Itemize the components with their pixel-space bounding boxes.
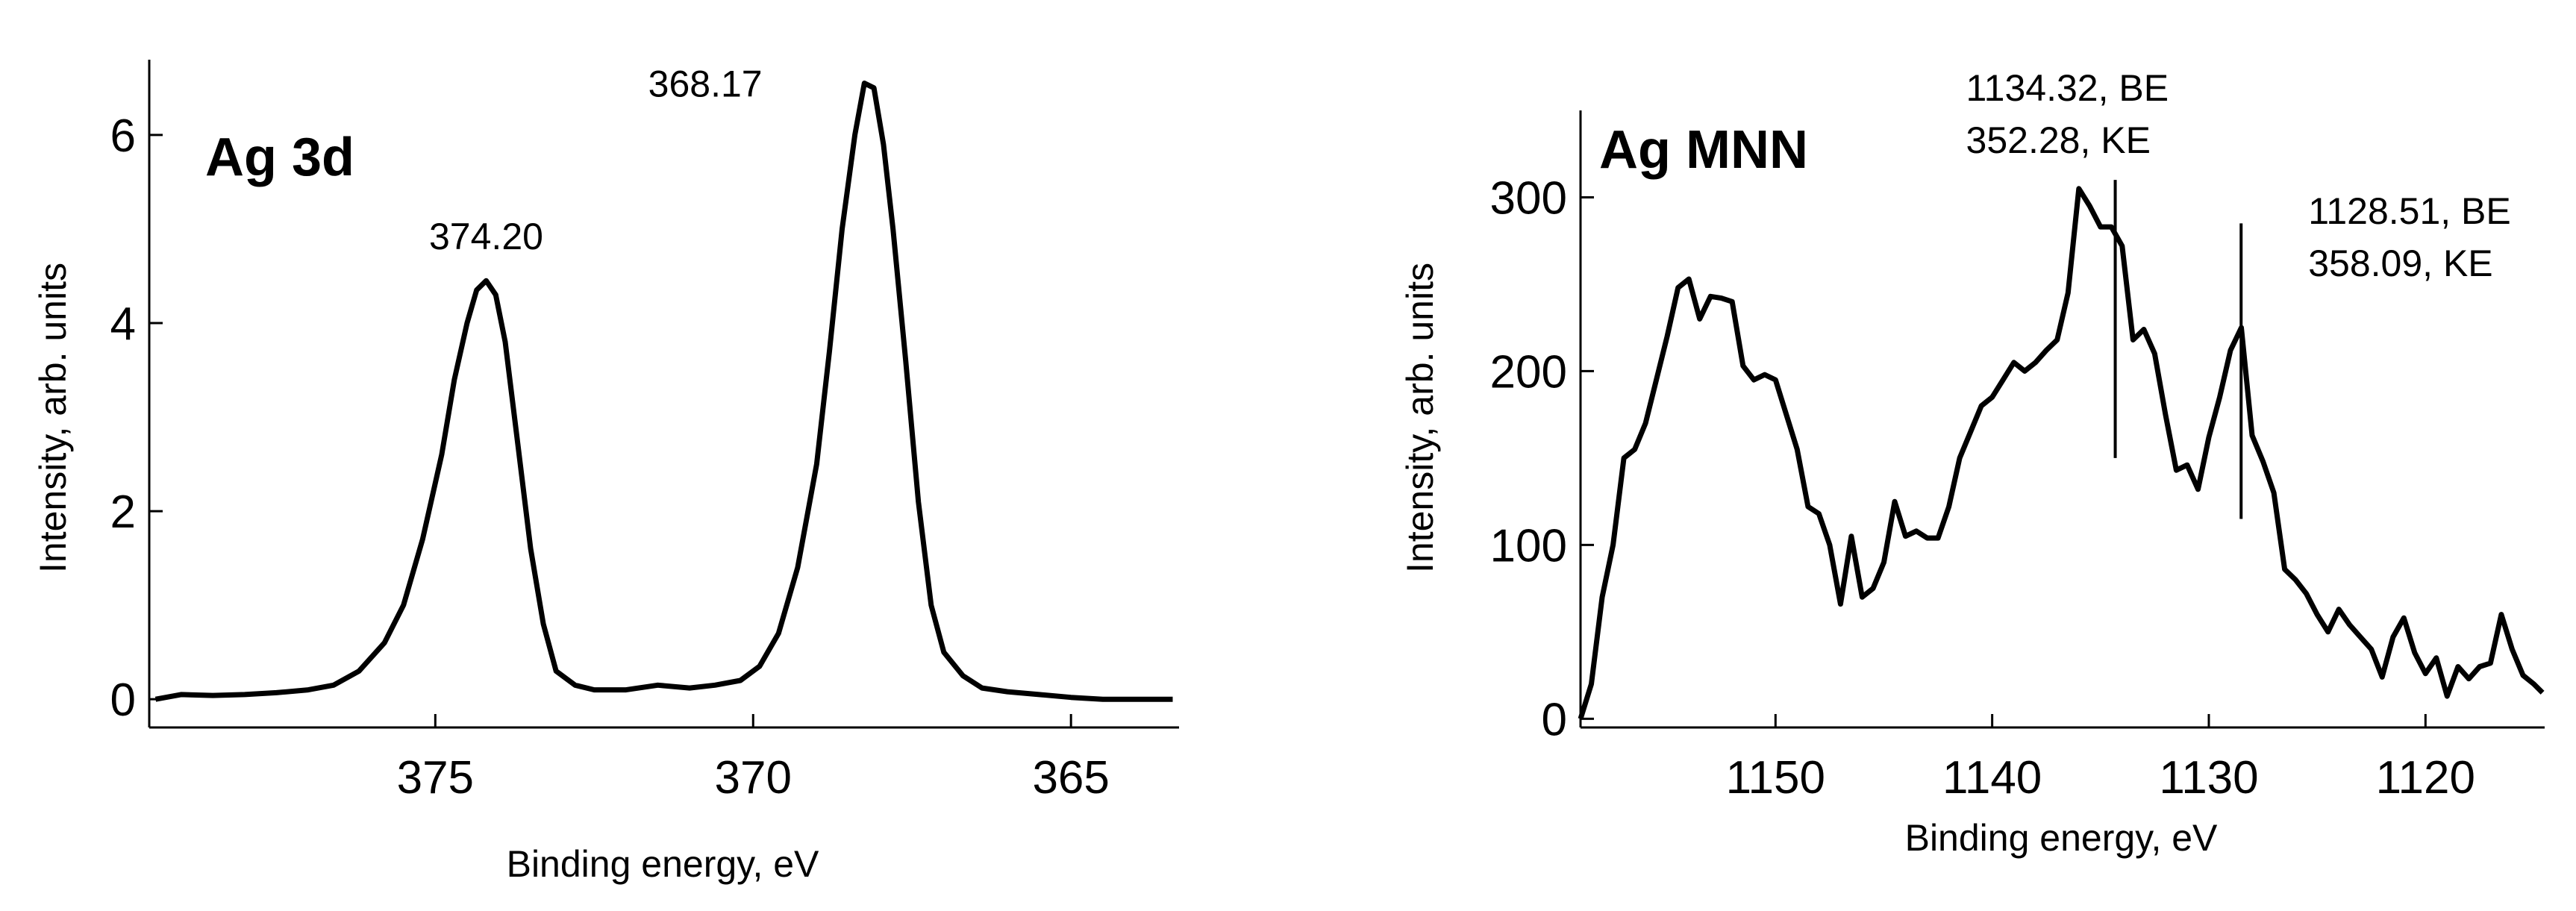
series-line: [1578, 186, 2545, 720]
y-tick-label: 4: [110, 298, 136, 350]
peak-marker-label: 352.28, KE: [1966, 119, 2151, 161]
x-tick-label: 365: [1032, 752, 1109, 804]
x-axis-label: Binding energy, eV: [507, 843, 819, 885]
y-tick-label: 100: [1490, 520, 1567, 572]
x-tick-label: 375: [397, 752, 474, 804]
ag-3d-panel: Ag 3d 0 2 4 6 375 370 365 374.20 368.17 Binding…: [32, 60, 1179, 885]
peak-marker-label: 1134.32, BE: [1966, 67, 2169, 109]
x-tick-label: 370: [715, 752, 792, 804]
annotation-group: 1134.32, BE 352.28, KE 1128.51, BE 358.09, …: [1966, 67, 2511, 519]
peak-marker-label: 358.09, KE: [2308, 242, 2492, 284]
y-tick-label: 6: [110, 110, 136, 162]
tick-group: 0 2 4 6 375 370 365: [110, 110, 1110, 804]
y-tick-label: 0: [110, 674, 136, 726]
axes: [148, 60, 1179, 729]
x-tick-label: 1150: [1726, 752, 1825, 804]
panel-title: Ag MNN: [1599, 120, 1808, 180]
x-axis-label: Binding energy, eV: [1905, 817, 2218, 859]
tick-group: 0 100 200 300 1150 1140 1130 1120: [1490, 172, 2475, 804]
y-tick-label: 200: [1490, 346, 1567, 398]
x-tick-label: 1140: [1942, 752, 2042, 804]
x-tick-label: 1130: [2159, 752, 2258, 804]
panel-title: Ag 3d: [205, 128, 354, 187]
series-line: [154, 81, 1173, 702]
y-tick-label: 0: [1542, 694, 1567, 745]
y-tick-label: 2: [110, 486, 136, 538]
y-axis-label: Intensity, arb. units: [1399, 263, 1441, 573]
x-tick-label: 1120: [2376, 752, 2475, 804]
axes: [1579, 110, 2545, 729]
peak-marker-label: 1128.51, BE: [2308, 190, 2511, 232]
y-axis-label: Intensity, arb. units: [32, 263, 74, 573]
peak-label: 374.20: [429, 216, 543, 257]
annotation-group: 374.20 368.17: [429, 63, 763, 258]
ag-mnn-panel: Ag MNN 0 100 200 300 1150 1140 1130 1120 1134.3…: [1399, 67, 2545, 859]
peak-label: 368.17: [648, 63, 763, 105]
y-tick-label: 300: [1490, 172, 1567, 224]
